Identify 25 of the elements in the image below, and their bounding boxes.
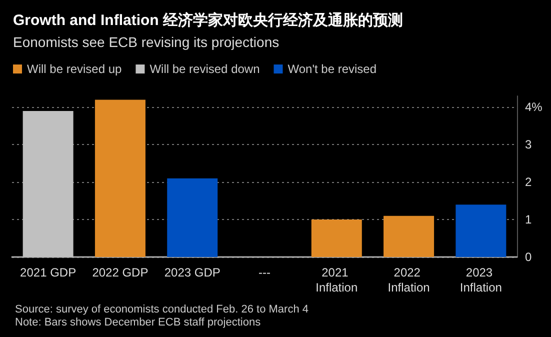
x-tick-label: 2022 GDP xyxy=(92,266,148,280)
y-tick-label: 2 xyxy=(525,175,532,190)
chart-subtitle: Eonomists see ECB revising its projections xyxy=(13,34,280,50)
source-note: Source: survey of economists conducted Feb. 26 to March 4 xyxy=(15,304,308,316)
legend-label: Will be revised down xyxy=(150,62,260,76)
x-tick-label: --- xyxy=(258,266,270,280)
y-tick-label: 1 xyxy=(525,212,532,227)
y-tick-label: 0 xyxy=(525,250,532,264)
x-tick-label: 2023 GDP xyxy=(164,266,220,280)
bar xyxy=(456,204,506,257)
x-tick-label: 2022 Inflation xyxy=(388,266,430,294)
y-tick-label: 3 xyxy=(525,138,532,152)
bar xyxy=(94,100,146,257)
text: Note: Bars shows December ECB staff projections xyxy=(15,316,262,328)
bar xyxy=(384,216,434,257)
x-tick-label: 2021 Inflation xyxy=(316,266,358,294)
x-tick-label: 2021 GDP xyxy=(20,266,76,280)
bar xyxy=(167,178,218,257)
x-tick-label: 2023 Inflation xyxy=(460,266,502,294)
bar xyxy=(22,110,74,257)
legend-label: Won't be revised xyxy=(288,62,377,76)
legend-label: Will be revised up xyxy=(27,62,122,76)
bar xyxy=(311,220,362,257)
y-tick-label: 4% xyxy=(525,100,543,114)
chart-title: Growth and Inflation 经济学家对欧央行经济及通胀的预测 xyxy=(13,11,403,29)
